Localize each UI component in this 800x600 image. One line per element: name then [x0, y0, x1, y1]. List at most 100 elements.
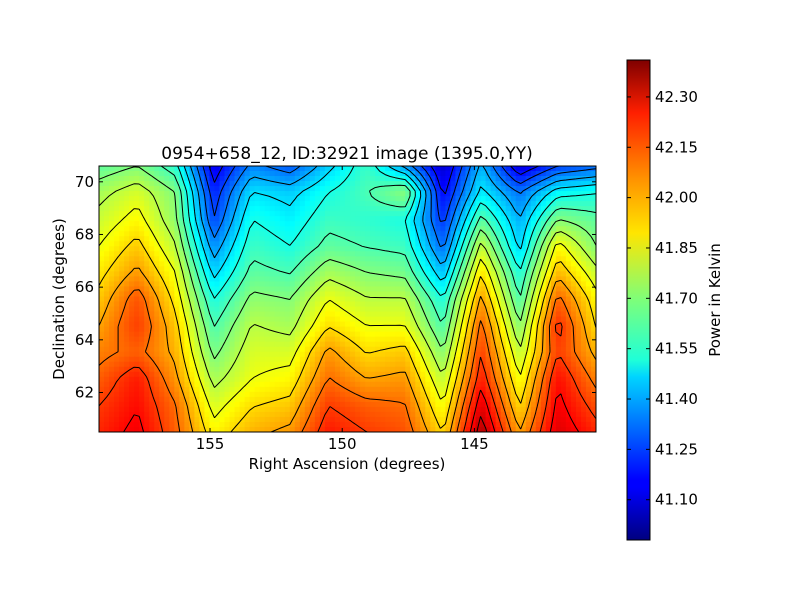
heatmap-cell	[304, 366, 311, 373]
heatmap-cell	[119, 296, 125, 303]
heatmap-cell	[189, 266, 195, 272]
heatmap-cell	[284, 261, 291, 267]
heatmap-cell	[395, 251, 401, 257]
heatmap-cell	[194, 291, 200, 298]
heatmap-cell	[425, 291, 431, 298]
heatmap-cell	[134, 341, 140, 348]
heatmap-cell	[570, 231, 577, 237]
heatmap-cell	[259, 386, 266, 393]
heatmap-cell	[229, 171, 236, 177]
heatmap-cell	[244, 276, 251, 283]
heatmap-cell	[244, 241, 251, 247]
heatmap-cell	[555, 226, 562, 232]
heatmap-cell	[405, 286, 411, 293]
heatmap-cell	[480, 166, 487, 172]
heatmap-cell	[149, 256, 155, 262]
heatmap-cell	[334, 331, 341, 338]
heatmap-cell	[224, 196, 231, 202]
heatmap-cell	[129, 346, 135, 353]
heatmap-cell	[350, 306, 356, 313]
heatmap-cell	[505, 206, 512, 212]
heatmap-cell	[244, 301, 251, 308]
heatmap-cell	[425, 351, 431, 358]
heatmap-cell	[189, 391, 195, 398]
heatmap-cell	[520, 191, 527, 197]
heatmap-cell	[104, 336, 110, 343]
heatmap-cell	[209, 336, 216, 343]
heatmap-cell	[570, 166, 577, 172]
heatmap-cell	[425, 261, 431, 267]
heatmap-cell	[309, 286, 316, 293]
heatmap-cell	[395, 201, 401, 207]
heatmap-cell	[339, 366, 346, 373]
heatmap-cell	[370, 356, 376, 363]
heatmap-cell	[460, 246, 467, 252]
heatmap-cell	[254, 371, 261, 378]
heatmap-cell	[480, 301, 487, 308]
heatmap-cell	[455, 321, 462, 328]
heatmap-cell	[370, 291, 376, 298]
heatmap-cell	[355, 206, 361, 212]
heatmap-cell	[339, 406, 346, 413]
heatmap-cell	[405, 206, 411, 212]
heatmap-cell	[390, 396, 396, 403]
heatmap-cell	[385, 396, 391, 403]
heatmap-cell	[149, 401, 155, 408]
heatmap-cell	[144, 371, 150, 378]
heatmap-cell	[565, 191, 572, 197]
heatmap-cell	[400, 226, 406, 232]
heatmap-cell	[294, 171, 301, 177]
heatmap-cell	[575, 311, 582, 318]
heatmap-cell	[395, 221, 401, 227]
heatmap-cell	[485, 256, 492, 262]
heatmap-cell	[370, 206, 376, 212]
heatmap-cell	[169, 186, 175, 192]
heatmap-cell	[380, 206, 386, 212]
heatmap-cell	[360, 341, 366, 348]
heatmap-cell	[515, 301, 522, 308]
heatmap-cell	[224, 286, 231, 293]
heatmap-cell	[365, 266, 371, 272]
heatmap-cell	[570, 216, 577, 222]
heatmap-cell	[139, 221, 145, 227]
heatmap-cell	[159, 341, 165, 348]
heatmap-cell	[555, 216, 562, 222]
heatmap-cell	[119, 211, 125, 217]
heatmap-cell	[470, 256, 477, 262]
heatmap-cell	[219, 356, 226, 363]
heatmap-cell	[360, 246, 366, 252]
heatmap-cell	[480, 191, 487, 197]
heatmap-cell	[435, 251, 441, 257]
heatmap-cell	[114, 356, 120, 363]
heatmap-cell	[415, 326, 421, 333]
heatmap-cell	[284, 171, 291, 177]
heatmap-cell	[590, 371, 596, 378]
heatmap-cell	[560, 331, 567, 338]
heatmap-cell	[375, 351, 381, 358]
heatmap-cell	[294, 266, 301, 272]
heatmap-cell	[224, 316, 231, 323]
heatmap-cell	[565, 271, 572, 278]
heatmap-cell	[254, 411, 261, 418]
heatmap-cell	[400, 361, 406, 368]
heatmap-cell	[560, 171, 567, 177]
heatmap-cell	[555, 271, 562, 278]
heatmap-cell	[480, 311, 487, 318]
heatmap-cell	[339, 396, 346, 403]
heatmap-cell	[550, 226, 557, 232]
heatmap-cell	[314, 246, 321, 252]
heatmap-cell	[385, 346, 391, 353]
heatmap-cell	[314, 371, 321, 378]
heatmap-cell	[390, 251, 396, 257]
heatmap-cell	[385, 171, 391, 177]
heatmap-cell	[390, 216, 396, 222]
heatmap-cell	[119, 221, 125, 227]
heatmap-cell	[154, 241, 160, 247]
heatmap-cell	[174, 231, 180, 237]
heatmap-cell	[334, 241, 341, 247]
heatmap-cell	[144, 311, 150, 318]
heatmap-cell	[159, 346, 165, 353]
heatmap-cell	[334, 246, 341, 252]
heatmap-cell	[425, 301, 431, 308]
heatmap-cell	[219, 276, 226, 283]
